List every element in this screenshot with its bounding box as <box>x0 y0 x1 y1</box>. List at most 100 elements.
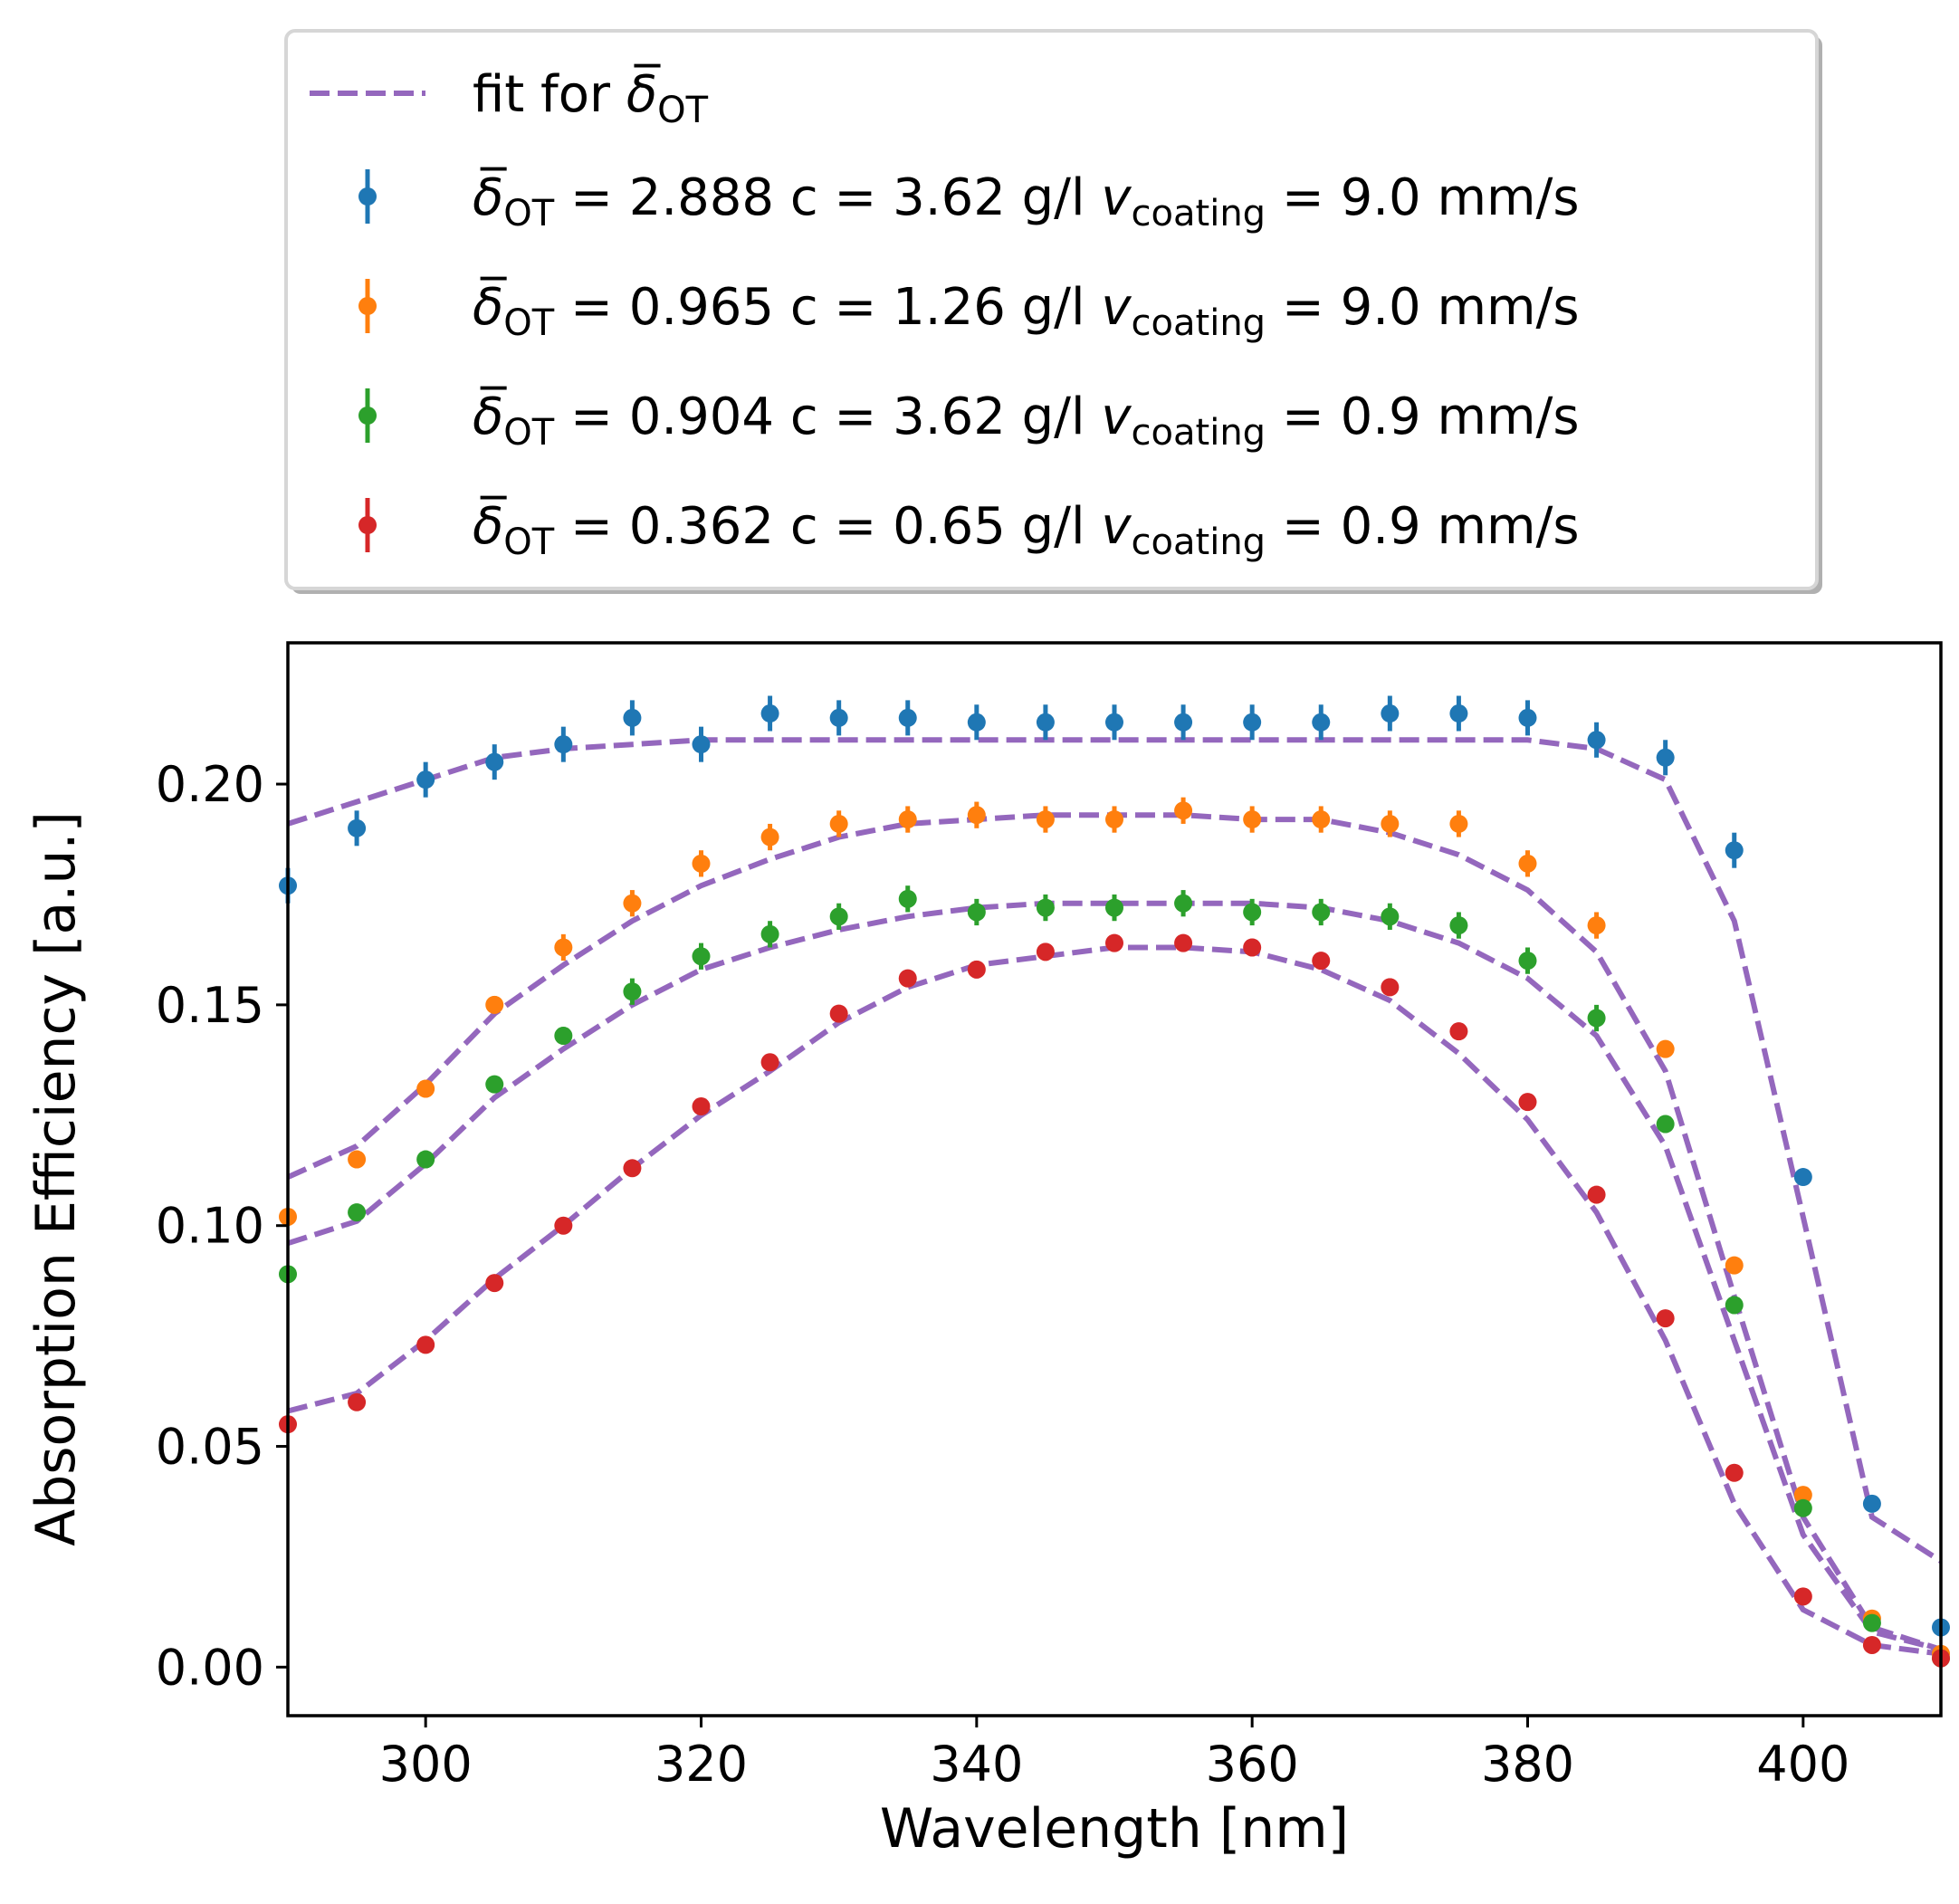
data-point-red <box>1449 1022 1468 1041</box>
legend-swatch-dot-green <box>358 407 377 425</box>
data-point-orange <box>1725 1256 1744 1275</box>
data-point-red <box>348 1392 367 1411</box>
data-point-blue <box>1518 708 1537 727</box>
data-point-red <box>1036 942 1055 962</box>
data-point-blue <box>1105 713 1123 732</box>
y-tick-label: 0.05 <box>156 1419 264 1476</box>
data-point-red <box>1243 938 1262 957</box>
data-point-blue <box>1793 1168 1812 1187</box>
data-point-orange <box>829 814 848 833</box>
y-axis: 0.00 0.05 0.10 0.15 0.20 <box>156 756 288 1696</box>
data-point-green <box>1449 916 1468 935</box>
legend-fit-label: fit for δ̅OT <box>473 64 709 131</box>
data-point-blue <box>692 735 711 754</box>
data-point-blue <box>1449 704 1468 723</box>
data-point-red <box>1725 1463 1744 1482</box>
fit-line-blue <box>287 737 1943 1564</box>
data-point-blue <box>485 752 504 771</box>
data-point-blue <box>554 735 573 754</box>
x-axis: 300 320 340 360 380 400 <box>379 1716 1849 1793</box>
fit-lines <box>286 737 1943 1657</box>
data-point-orange <box>1518 854 1537 873</box>
data-point-green <box>1381 907 1400 926</box>
data-point-green <box>416 1150 435 1169</box>
data-point-green <box>1036 898 1055 917</box>
legend-label-red: δ̅OT = 0.362 c = 0.65 g/l vcoating = 0.9… <box>473 496 1580 563</box>
x-tick-label: 360 <box>1206 1736 1299 1793</box>
data-point-green <box>967 903 986 922</box>
data-point-green <box>829 907 848 926</box>
data-point-green <box>1656 1115 1675 1134</box>
data-point-red <box>1381 978 1400 997</box>
data-point-blue <box>1862 1494 1881 1513</box>
data-point-green <box>623 982 642 1001</box>
data-point-red <box>1587 1185 1606 1204</box>
legend-swatch-dot-red <box>358 516 377 534</box>
data-point-green <box>692 947 711 966</box>
legend-swatch-dot-orange <box>358 297 377 315</box>
data-point-blue <box>1656 748 1675 767</box>
data-point-green <box>1793 1498 1812 1517</box>
data-point-red <box>692 1097 711 1116</box>
y-axis-title: Absorption Efficiency [a.u.] <box>24 811 88 1546</box>
data-point-green <box>1725 1296 1744 1315</box>
data-point-orange <box>554 938 573 957</box>
data-point-orange <box>1312 810 1331 829</box>
data-point-red <box>416 1335 435 1354</box>
data-point-green <box>554 1027 573 1046</box>
data-point-red <box>1105 933 1123 952</box>
data-point-orange <box>692 854 711 873</box>
data-point-orange <box>1036 810 1055 829</box>
data-point-blue <box>1174 713 1193 732</box>
data-points <box>279 695 1950 1668</box>
data-point-green <box>1243 903 1262 922</box>
data-point-green <box>1312 903 1331 922</box>
data-point-blue <box>623 708 642 727</box>
y-tick-label: 0.20 <box>156 756 264 813</box>
data-point-green <box>1174 894 1193 913</box>
data-point-orange <box>1656 1039 1675 1058</box>
legend-rows: fit for δ̅OT δ̅OT = 2.888 c = 3.62 g/l vc… <box>310 64 1580 563</box>
fit-line-green <box>287 900 1942 1652</box>
data-point-blue <box>967 713 986 732</box>
data-point-orange <box>1381 814 1400 833</box>
legend: fit for δ̅OT δ̅OT = 2.888 c = 3.62 g/l vc… <box>284 29 1822 594</box>
data-point-red <box>829 1004 848 1023</box>
data-point-blue <box>1036 713 1055 732</box>
legend-box <box>284 29 1819 590</box>
data-point-red <box>1793 1587 1812 1606</box>
plot-frame <box>286 641 1943 1717</box>
data-point-green <box>485 1075 504 1094</box>
data-point-orange <box>1587 916 1606 935</box>
data-point-blue <box>1312 713 1331 732</box>
data-point-blue <box>1587 731 1606 750</box>
data-point-red <box>760 1053 779 1072</box>
data-point-orange <box>623 894 642 913</box>
data-point-green <box>348 1203 367 1222</box>
data-point-red <box>1312 952 1331 971</box>
y-tick-label: 0.10 <box>156 1198 264 1255</box>
data-point-red <box>554 1216 573 1235</box>
data-point-green <box>1105 898 1123 917</box>
data-point-orange <box>1449 814 1468 833</box>
data-point-green <box>1518 952 1537 971</box>
data-point-red <box>1518 1093 1537 1112</box>
data-point-blue <box>416 770 435 789</box>
data-point-red <box>1862 1635 1881 1654</box>
plot-area: 300 320 340 360 380 400 0.00 0.05 0.10 0.15 0.20 <box>156 641 1950 1793</box>
data-point-orange <box>1174 801 1193 820</box>
data-point-red <box>967 960 986 979</box>
data-point-orange <box>485 995 504 1014</box>
data-point-red <box>1174 933 1193 952</box>
data-point-blue <box>348 818 367 837</box>
x-tick-label: 300 <box>379 1736 473 1793</box>
data-point-orange <box>1243 810 1262 829</box>
fit-line-red <box>287 944 1942 1657</box>
data-point-orange <box>898 810 917 829</box>
legend-label-blue: δ̅OT = 2.888 c = 3.62 g/l vcoating = 9.0… <box>473 167 1580 234</box>
x-tick-label: 320 <box>655 1736 748 1793</box>
data-point-blue <box>1725 841 1744 860</box>
data-point-blue <box>898 708 917 727</box>
data-point-blue <box>1243 713 1262 732</box>
